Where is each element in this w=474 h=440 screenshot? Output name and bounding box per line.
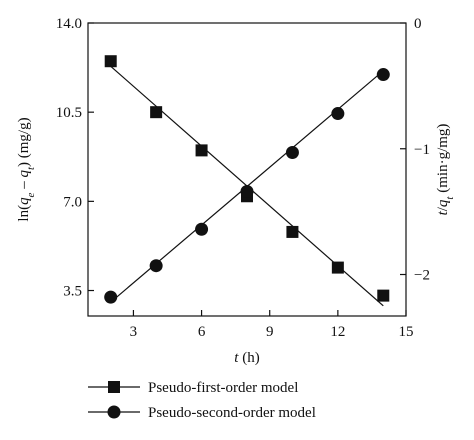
tick-labels: 3 6 9 12 15 14.0 10.5 7.0 3.5 0 −1 −2: [56, 16, 430, 340]
square-marker-6: [377, 289, 390, 302]
legend-circle-marker-icon: [107, 405, 121, 419]
circle-marker-5: [331, 107, 345, 121]
plot-area-border: [87, 22, 407, 317]
legend-entry-first-order: Pseudo-first-order model: [88, 380, 298, 396]
plot-frame: [87, 22, 407, 317]
y-left-tick-label-0: 14.0: [56, 16, 82, 32]
x-tick-label-0: 3: [130, 324, 138, 340]
y-axis-left-title: ln(qe – qt) (mg/g): [16, 117, 37, 221]
y-left-tick-label-2: 7.0: [63, 194, 82, 210]
legend: Pseudo-first-order model Pseudo-second-o…: [88, 380, 316, 421]
square-marker-2: [195, 144, 208, 157]
y-left-tick-label-1: 10.5: [56, 105, 82, 121]
square-marker-5: [331, 261, 344, 274]
square-marker-0: [104, 55, 117, 68]
y-right-tick-label-0: 0: [414, 16, 422, 32]
data-markers: [104, 55, 390, 304]
y-right-tick-label-2: −2: [414, 268, 430, 284]
square-marker-1: [150, 106, 163, 119]
legend-entry-second-order: Pseudo-second-order model: [88, 405, 316, 421]
x-tick-label-1: 6: [198, 324, 206, 340]
x-axis-title: t (h): [234, 350, 259, 366]
circle-marker-6: [376, 68, 390, 82]
legend-square-marker-icon: [108, 381, 120, 393]
y-right-tick-label-1: −1: [414, 142, 430, 158]
circle-marker-4: [285, 146, 299, 160]
legend-label-first-order: Pseudo-first-order model: [148, 380, 298, 396]
circle-marker-1: [149, 259, 163, 273]
circle-marker-3: [240, 185, 254, 199]
x-tick-label-4: 15: [399, 324, 414, 340]
x-tick-label-3: 12: [330, 324, 345, 340]
square-marker-4: [286, 225, 299, 238]
circle-marker-2: [195, 222, 209, 236]
circle-marker-0: [104, 290, 118, 304]
axis-ticks: [88, 22, 407, 316]
y-left-tick-label-3: 3.5: [63, 284, 82, 300]
y-axis-right-title: t/qt (min·g/mg): [435, 124, 456, 216]
x-tick-label-2: 9: [266, 324, 274, 340]
legend-label-second-order: Pseudo-second-order model: [148, 405, 316, 421]
